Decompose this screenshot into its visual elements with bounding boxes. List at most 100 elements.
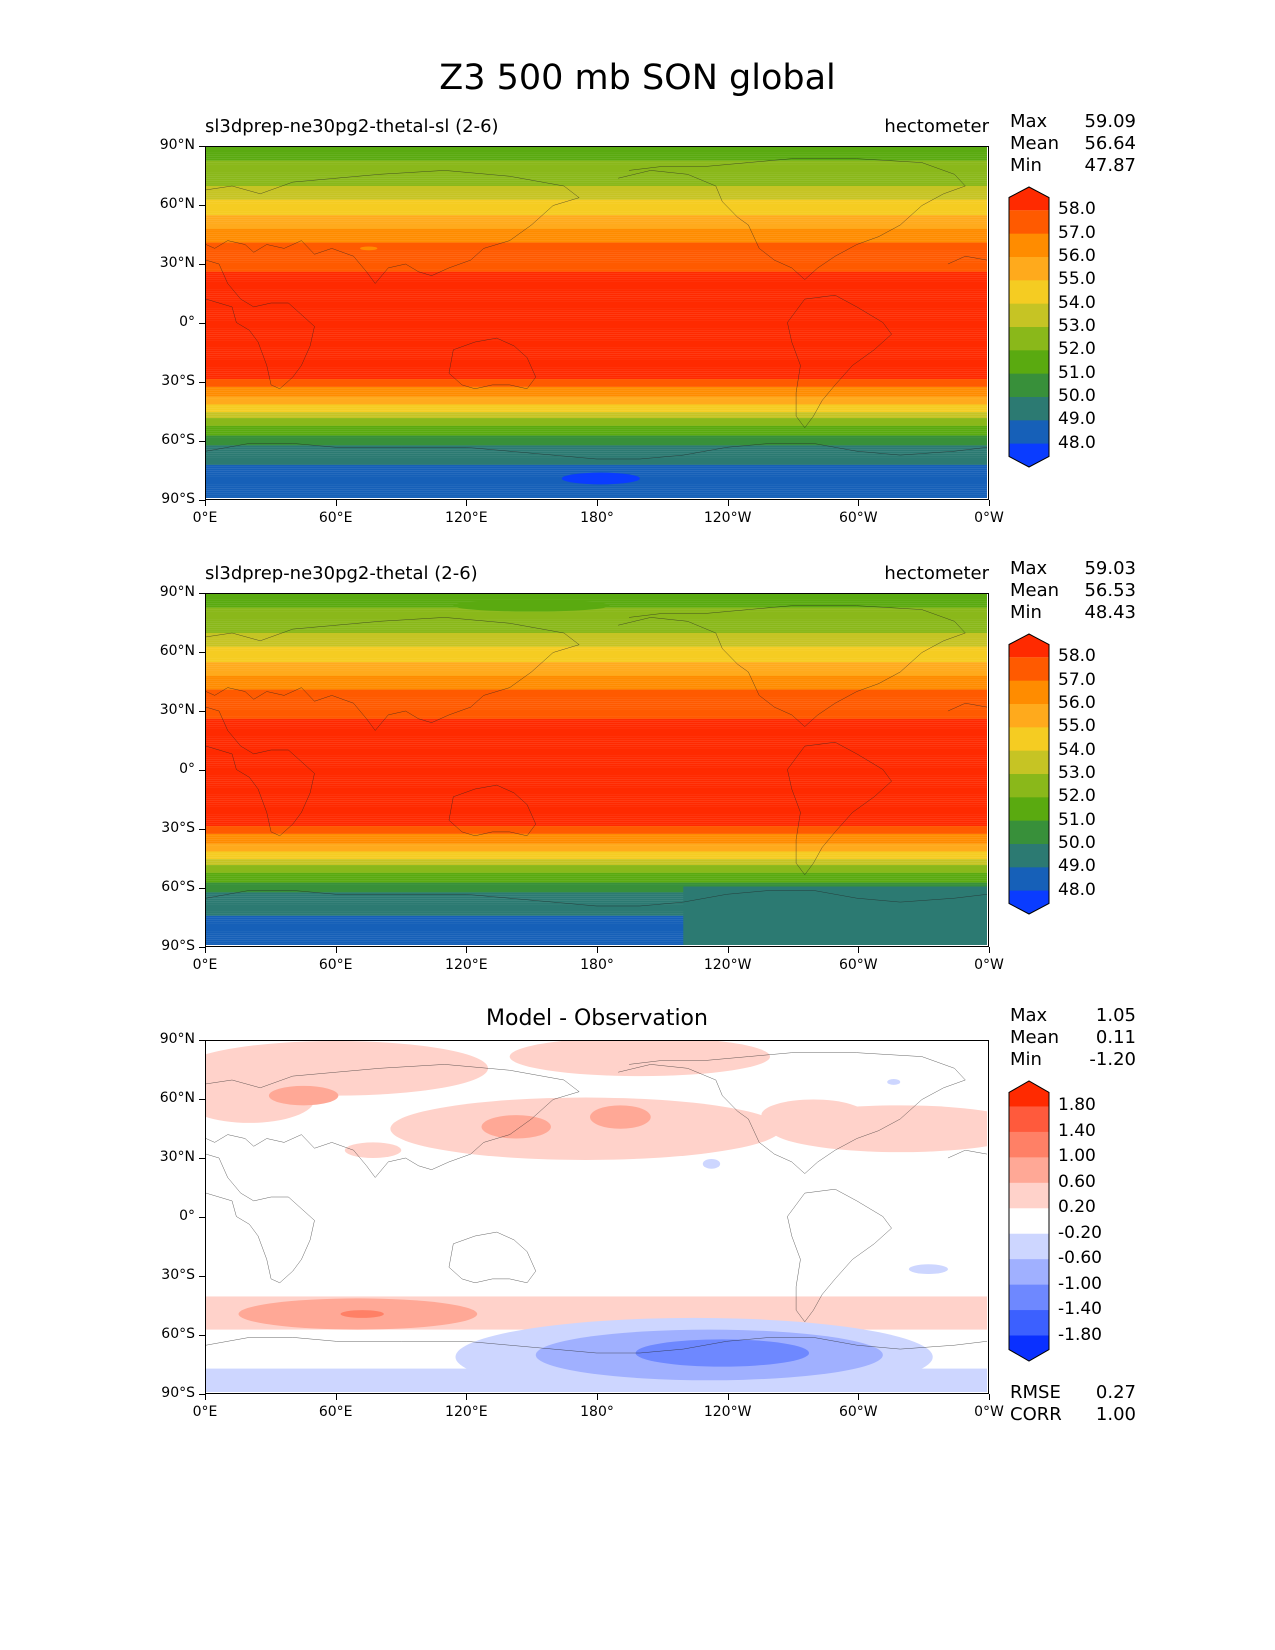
colorbar-tick-label: -1.00 bbox=[1058, 1273, 1102, 1294]
contour-band bbox=[206, 147, 987, 150]
y-tick-label: 90°N bbox=[159, 137, 195, 153]
contour-band bbox=[206, 796, 987, 799]
contour-band bbox=[206, 453, 987, 456]
colorbar-segment bbox=[1009, 1208, 1049, 1235]
x-tick-label: 0°E bbox=[192, 510, 218, 526]
contour-band bbox=[206, 865, 987, 868]
contour-band bbox=[206, 892, 987, 895]
coastline bbox=[618, 1053, 965, 1174]
contour-band bbox=[206, 611, 987, 614]
contour-band bbox=[206, 371, 987, 374]
contour-band bbox=[206, 629, 987, 632]
contour-band bbox=[206, 301, 987, 304]
contour-band bbox=[206, 728, 987, 731]
contour-band bbox=[206, 199, 987, 202]
contour-band bbox=[206, 260, 987, 263]
contour-band bbox=[206, 299, 987, 302]
contour-band bbox=[206, 217, 987, 220]
contour-band bbox=[206, 297, 987, 300]
contour-band bbox=[206, 913, 987, 916]
panel-units: hectometer bbox=[884, 116, 989, 137]
colorbar-tick-label: 0.20 bbox=[1058, 1197, 1096, 1218]
y-tick-mark bbox=[199, 947, 205, 948]
contour-band bbox=[206, 679, 987, 682]
contour-band bbox=[206, 798, 987, 801]
contour-band bbox=[206, 207, 987, 210]
colorbar-segment bbox=[1009, 373, 1049, 398]
contour-band bbox=[206, 898, 987, 901]
y-tick-label: 30°N bbox=[159, 1149, 195, 1165]
contour-band bbox=[206, 293, 987, 296]
contour-band bbox=[206, 870, 987, 873]
colorbar-segment bbox=[1009, 867, 1049, 892]
y-tick-label: 30°N bbox=[159, 255, 195, 271]
contour-band bbox=[206, 755, 987, 758]
colorbar-tick-label: 49.0 bbox=[1058, 856, 1096, 877]
contour-band bbox=[761, 1099, 866, 1131]
contour-band bbox=[887, 1079, 901, 1085]
contour-band bbox=[206, 388, 987, 391]
colorbar-segment bbox=[1009, 233, 1049, 258]
contour-band bbox=[206, 839, 987, 842]
contour-band bbox=[206, 689, 987, 692]
contour-band bbox=[206, 176, 987, 179]
contour-band bbox=[206, 687, 987, 690]
contour-band bbox=[206, 166, 987, 169]
contour-band bbox=[206, 695, 987, 698]
contour-band bbox=[206, 262, 987, 265]
colorbar-segment bbox=[1009, 704, 1049, 728]
contour-band bbox=[206, 693, 987, 696]
contour-band bbox=[206, 828, 987, 831]
contour-band bbox=[206, 373, 987, 376]
contour-band bbox=[206, 443, 987, 446]
colorbar-segment bbox=[1009, 1233, 1049, 1260]
colorbar-segment bbox=[1009, 1106, 1049, 1133]
contour-band bbox=[206, 615, 987, 618]
colorbar-tick-label: -0.20 bbox=[1058, 1222, 1102, 1243]
contour-band bbox=[206, 154, 987, 157]
coastline bbox=[206, 1064, 579, 1177]
colorbar-segment bbox=[1009, 443, 1049, 467]
contour-band bbox=[206, 826, 987, 829]
x-tick-mark bbox=[727, 1394, 729, 1400]
map-plot-area bbox=[205, 593, 989, 947]
contour-band bbox=[206, 160, 987, 163]
coastline bbox=[618, 606, 965, 727]
contour-band bbox=[206, 271, 987, 274]
contour-band bbox=[206, 621, 987, 624]
contour-band bbox=[206, 775, 987, 778]
contour-band bbox=[206, 761, 987, 764]
contour-band bbox=[206, 876, 987, 879]
contour-band bbox=[206, 470, 987, 473]
coastline bbox=[206, 443, 987, 459]
coastline bbox=[206, 1150, 987, 1283]
contour-band bbox=[206, 849, 987, 852]
colorbar-tick-label: -0.60 bbox=[1058, 1248, 1102, 1269]
contour-band bbox=[509, 1041, 771, 1077]
colorbar bbox=[1008, 1080, 1050, 1362]
colorbar-tick-label: 0.60 bbox=[1058, 1171, 1096, 1192]
x-tick-mark bbox=[205, 947, 206, 953]
contour-band bbox=[206, 431, 987, 434]
contour-band bbox=[206, 675, 987, 678]
contour-band bbox=[206, 398, 987, 401]
y-tick-mark bbox=[199, 382, 205, 383]
contour-band bbox=[206, 767, 987, 770]
y-tick-label: 60°N bbox=[159, 1090, 195, 1106]
colorbar-segment bbox=[1009, 257, 1049, 281]
x-tick-mark bbox=[989, 1394, 990, 1400]
contour-band bbox=[206, 847, 987, 850]
contour-band bbox=[206, 753, 987, 756]
colorbar-tick-label: 57.0 bbox=[1058, 669, 1096, 690]
contour-band bbox=[206, 915, 987, 918]
contour-band bbox=[206, 740, 987, 743]
x-tick-label: 0°E bbox=[192, 1404, 218, 1420]
contour-band bbox=[206, 921, 987, 924]
colorbar-segment bbox=[1009, 210, 1049, 235]
colorbar-outline bbox=[1008, 1080, 1050, 1362]
contour-band bbox=[206, 349, 987, 352]
contour-band bbox=[206, 800, 987, 803]
stat-row: Mean 56.64 bbox=[1010, 133, 1136, 155]
y-tick-mark bbox=[199, 711, 205, 712]
contour-band bbox=[206, 189, 987, 192]
